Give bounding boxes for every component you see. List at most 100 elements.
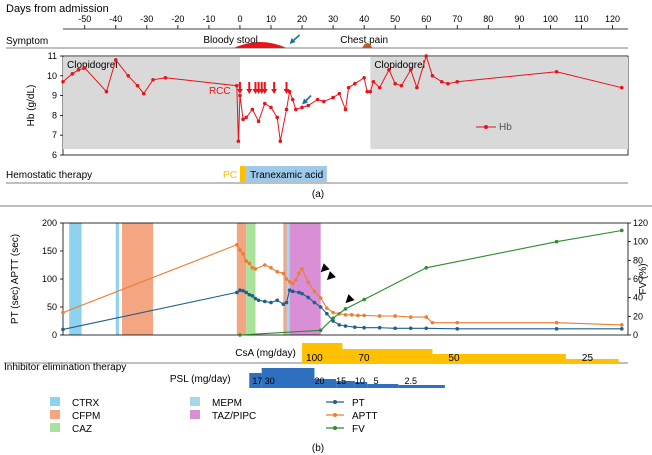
fv-series-line — [239, 229, 622, 336]
aptt-point — [290, 281, 295, 286]
hb-point — [294, 107, 298, 112]
aptt-point — [262, 263, 267, 267]
day-tick-label: 60 — [421, 14, 431, 24]
fv-point — [343, 307, 348, 311]
psl-dose-bar — [336, 381, 355, 388]
fv-point — [318, 328, 323, 333]
pt-point — [619, 327, 624, 331]
pt-point — [377, 325, 382, 330]
bloody-stool-label: Bloody stool — [203, 35, 257, 46]
pt-point — [306, 295, 311, 300]
hb-point — [82, 66, 87, 70]
rcc-arrow-head — [236, 89, 243, 94]
symptom-row-label: Symptom — [6, 36, 48, 47]
right-y-tick-label: 80 — [633, 255, 643, 265]
pt-point — [284, 300, 289, 305]
hb-point — [430, 74, 435, 78]
hb-point — [353, 81, 357, 86]
pt-point — [61, 327, 65, 332]
hb-point — [235, 83, 239, 88]
csa-label: CsA (mg/day) — [235, 348, 296, 359]
aptt-point — [377, 314, 382, 318]
hb-point — [70, 72, 75, 76]
pt-point — [250, 294, 255, 298]
day-tick-label: 120 — [605, 14, 620, 24]
hb-point — [365, 89, 370, 94]
right-y-tick-label: 40 — [633, 293, 643, 303]
hb-point — [399, 83, 404, 88]
fv-point — [362, 297, 366, 302]
pt-point — [247, 292, 252, 297]
aptt-point — [235, 243, 239, 247]
tranexamic-label: Tranexamic acid — [250, 170, 323, 181]
hb-point — [315, 97, 320, 102]
rcc-label: RCC — [209, 86, 231, 97]
hb-point — [287, 89, 292, 94]
pt-point — [297, 290, 301, 295]
hb-point — [331, 95, 335, 100]
legend-label-pt: PT — [352, 398, 365, 409]
aptt-point — [393, 314, 397, 318]
csa-dose-bar — [565, 359, 619, 363]
aptt-point — [356, 313, 360, 318]
hb-point — [337, 91, 342, 96]
hb-y-tick-label: 10 — [47, 71, 57, 81]
hb-y-tick-label: 7 — [52, 130, 57, 140]
day-tick-label: 80 — [483, 14, 493, 24]
tranexamic-bar — [246, 166, 327, 182]
day-tick-label: 10 — [266, 14, 276, 24]
pt-point — [331, 319, 335, 323]
hb-point — [455, 79, 460, 84]
panel-a: Symptom Bloody stool Chest pain Clopidogrel… — [0, 34, 652, 207]
pt-point — [244, 290, 248, 295]
hb-point — [236, 139, 241, 143]
pc-label: PC — [223, 170, 237, 181]
aptt-point — [312, 289, 317, 294]
pt-aptt-y-axis-label: PT (sec) APTT (sec) — [10, 234, 21, 324]
aptt-point — [247, 261, 252, 266]
hb-point — [256, 119, 261, 124]
hb-point — [619, 85, 624, 90]
clopidogrel-label: Clopidogrel — [67, 60, 118, 71]
psl-dose-label: 15 — [336, 376, 346, 386]
legend-swatch-cfpm — [50, 410, 60, 419]
pt-point — [281, 302, 286, 307]
hb-point — [377, 85, 382, 90]
rcc-arrow-head — [261, 89, 268, 94]
inhibitor-row-label: Inhibitor elimination therapy — [4, 362, 126, 373]
day-tick-label: 20 — [297, 14, 307, 24]
day-tick-label: -50 — [78, 14, 91, 24]
pt-point — [290, 289, 295, 294]
day-tick-label: 0 — [237, 14, 242, 24]
aptt-point — [455, 320, 460, 325]
hb-point — [362, 75, 366, 80]
aptt-point — [269, 266, 273, 270]
pt-point — [300, 291, 304, 296]
legend-marker-aptt — [333, 413, 337, 417]
aptt-point — [300, 267, 304, 271]
chest-pain-label: Chest pain — [340, 35, 388, 46]
pt-point — [312, 300, 317, 305]
aptt-point — [306, 280, 311, 285]
antibiotic-bar-ctrx — [115, 223, 119, 335]
hb-y-tick-label: 11 — [48, 51, 57, 61]
left-y-tick-label: 50 — [47, 302, 57, 312]
hb-point — [321, 99, 326, 104]
psl-dose-label: 20 — [314, 376, 324, 386]
right-y-tick-label: 100 — [633, 237, 648, 247]
psl-dose-label: 10 — [355, 376, 365, 386]
clopidogrel-label: Clopidogrel — [374, 60, 425, 71]
psl-dose-label: 17 — [252, 376, 262, 386]
legend-label-fv: FV — [352, 424, 365, 435]
day-tick-label: -10 — [202, 14, 215, 24]
pt-point — [343, 324, 348, 328]
rcc-arrow-head — [271, 89, 278, 94]
pt-point — [353, 325, 357, 329]
hb-y-tick-label: 9 — [52, 91, 57, 101]
csa-dose-bar — [342, 349, 433, 363]
hb-point — [306, 103, 311, 108]
hb-point — [554, 70, 559, 74]
hb-point — [76, 68, 81, 72]
legend-swatch-ctrx — [50, 397, 60, 406]
